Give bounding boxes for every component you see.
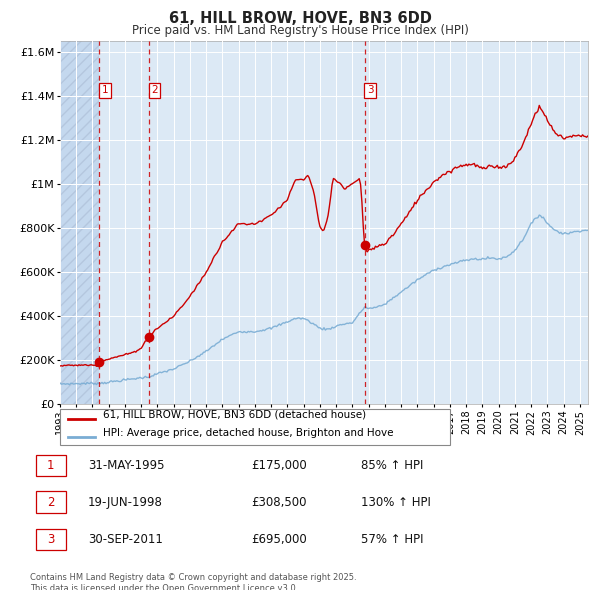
- Bar: [60, 41, 99, 404]
- Text: 61, HILL BROW, HOVE, BN3 6DD (detached house): 61, HILL BROW, HOVE, BN3 6DD (detached h…: [103, 410, 366, 420]
- Text: HPI: Average price, detached house, Brighton and Hove: HPI: Average price, detached house, Brig…: [103, 428, 394, 438]
- Text: 1: 1: [101, 86, 108, 95]
- Text: 57% ↑ HPI: 57% ↑ HPI: [361, 533, 424, 546]
- FancyBboxPatch shape: [35, 529, 66, 550]
- Text: 130% ↑ HPI: 130% ↑ HPI: [361, 496, 431, 509]
- Text: £175,000: £175,000: [251, 459, 307, 472]
- Text: 3: 3: [47, 533, 54, 546]
- Text: 2: 2: [151, 86, 158, 95]
- Text: 1: 1: [47, 459, 54, 472]
- Text: 30-SEP-2011: 30-SEP-2011: [88, 533, 163, 546]
- Text: 2: 2: [47, 496, 54, 509]
- Text: 31-MAY-1995: 31-MAY-1995: [88, 459, 164, 472]
- Text: Price paid vs. HM Land Registry's House Price Index (HPI): Price paid vs. HM Land Registry's House …: [131, 24, 469, 37]
- Text: Contains HM Land Registry data © Crown copyright and database right 2025.
This d: Contains HM Land Registry data © Crown c…: [30, 573, 356, 590]
- Text: 85% ↑ HPI: 85% ↑ HPI: [361, 459, 424, 472]
- Text: 61, HILL BROW, HOVE, BN3 6DD: 61, HILL BROW, HOVE, BN3 6DD: [169, 11, 431, 25]
- FancyBboxPatch shape: [60, 409, 450, 445]
- Text: £695,000: £695,000: [251, 533, 307, 546]
- Text: £308,500: £308,500: [251, 496, 307, 509]
- FancyBboxPatch shape: [35, 491, 66, 513]
- Text: 19-JUN-1998: 19-JUN-1998: [88, 496, 163, 509]
- FancyBboxPatch shape: [35, 455, 66, 476]
- Text: 3: 3: [367, 86, 374, 95]
- Bar: [60, 41, 99, 404]
